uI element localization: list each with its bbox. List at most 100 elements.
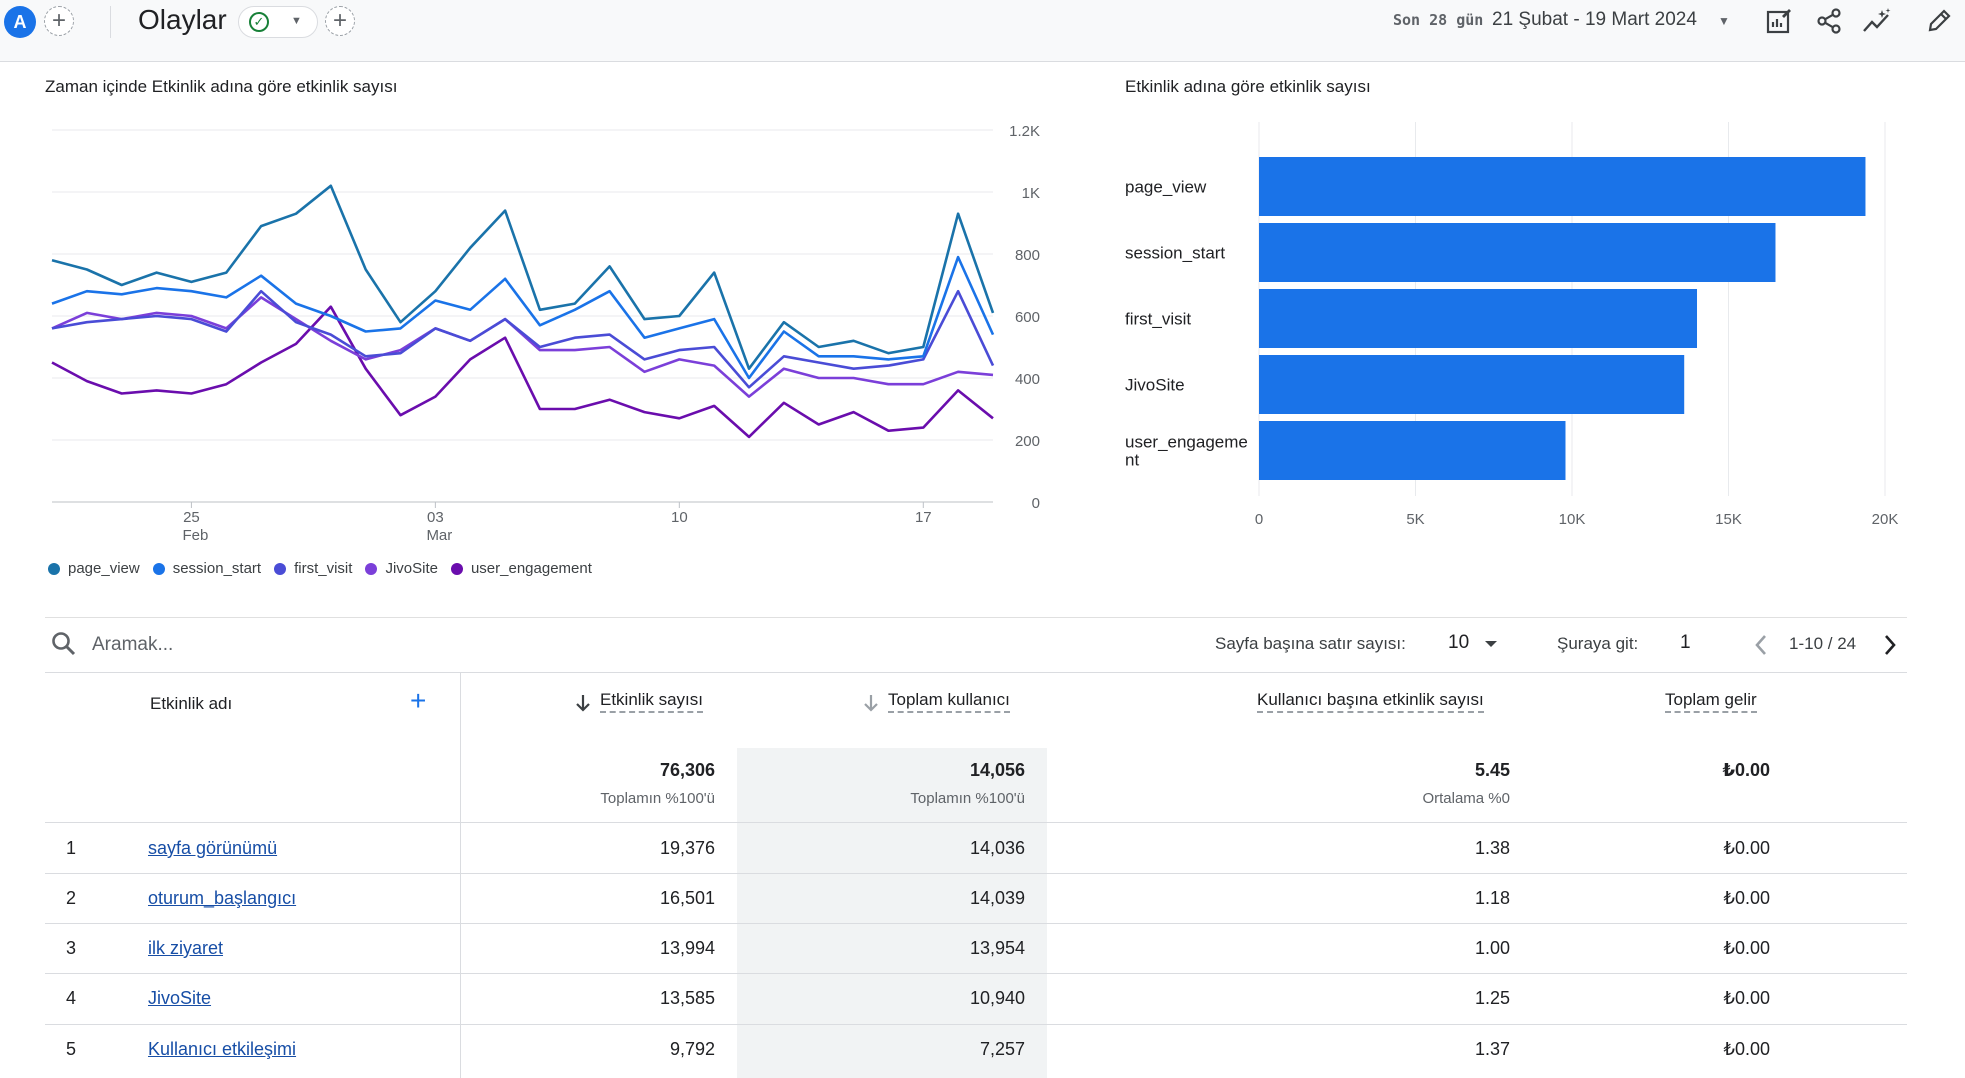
series-line-first-visit	[51, 289, 995, 389]
date-range-picker[interactable]: 21 Şubat - 19 Mart 2024	[1492, 9, 1697, 30]
legend-dot	[365, 562, 378, 575]
arrow-down-icon[interactable]	[863, 693, 879, 713]
series-line-page-view	[51, 184, 995, 370]
insights-button[interactable]	[1860, 4, 1894, 38]
event-count-cell: 9,792	[669, 1039, 715, 1059]
share-button[interactable]	[1812, 4, 1846, 38]
add-comparison-button[interactable]: +	[44, 6, 74, 36]
column-header-total-users[interactable]: Toplam kullanıcı	[888, 690, 1010, 713]
total-revenue-cell: ₺0.00	[1723, 838, 1771, 858]
legend-label: session_start	[172, 560, 262, 577]
column-header-label: Kullanıcı başına etkinlik sayısı	[1257, 690, 1484, 713]
arrow-down-icon[interactable]	[575, 693, 591, 713]
category-label: session_start	[1125, 244, 1225, 263]
edit-button[interactable]	[1922, 4, 1956, 38]
event-name-link[interactable]: JivoSite	[148, 988, 212, 1008]
series-line-session-start	[51, 255, 995, 380]
event-count-cell: 13,585	[659, 988, 715, 1008]
y-tick-label: 800	[1015, 247, 1040, 264]
total-revenue-cell: ₺0.00	[1723, 1039, 1771, 1059]
page-title: Olaylar	[138, 4, 227, 35]
column-header-label: Toplam kullanıcı	[888, 690, 1010, 713]
column-header-event-name: Etkinlik adı	[150, 694, 233, 713]
legend-item-user-engagement[interactable]: user_engagement	[450, 560, 592, 577]
plus-icon: +	[332, 7, 347, 34]
category-label: user_engageme	[1125, 433, 1248, 452]
check-circle-icon: ✓	[249, 12, 269, 32]
customize-report-button[interactable]	[1762, 4, 1796, 38]
x-tick-label: 10	[671, 509, 688, 526]
chevron-right-icon[interactable]	[1882, 633, 1898, 657]
legend-label: JivoSite	[385, 560, 438, 577]
events-per-user-cell: 1.00	[1474, 938, 1510, 958]
legend-dot	[450, 562, 463, 575]
y-tick-label: 1.2K	[1009, 123, 1040, 140]
row-divider	[45, 923, 1907, 924]
total-events-per-user-sub: Ortalama %0	[1422, 790, 1510, 807]
report-status-dropdown[interactable]: ✓ ▼	[238, 6, 318, 38]
column-header-label: Etkinlik sayısı	[600, 690, 703, 713]
total-users: 14,056	[969, 760, 1025, 780]
chevron-down-icon[interactable]: ▼	[1718, 14, 1730, 28]
row-index: 5	[66, 1039, 77, 1059]
search-input[interactable]	[92, 628, 492, 662]
goto-page-label: Şuraya git:	[1557, 634, 1639, 653]
x-tick-month-label: Mar	[426, 527, 452, 544]
y-tick-label: 600	[1015, 309, 1040, 326]
line-chart-title: Zaman içinde Etkinlik adına göre etkinli…	[45, 77, 398, 96]
row-divider	[45, 822, 1907, 823]
account-avatar[interactable]: A	[4, 6, 36, 38]
chevron-down-icon: ▼	[291, 15, 302, 27]
legend-label: page_view	[68, 560, 140, 577]
row-index: 1	[66, 838, 77, 858]
bar-jivosite	[1259, 355, 1685, 414]
y-tick-label: 200	[1015, 433, 1040, 450]
goto-page-input[interactable]: 1	[1680, 632, 1691, 653]
event-name-link[interactable]: Kullanıcı etkileşimi	[148, 1039, 297, 1059]
share-icon	[1817, 8, 1841, 34]
top-header: A + Olaylar ✓ ▼ + Son 28 gün 21 Şubat - …	[0, 0, 1965, 62]
y-tick-label: 1K	[1022, 185, 1040, 202]
add-dimension-button[interactable]: +	[410, 685, 427, 716]
x-tick-label: 15K	[1715, 511, 1742, 528]
line-chart-legend: page_view session_start first_visit Jivo…	[48, 560, 605, 577]
event-count-cell: 13,994	[659, 938, 715, 958]
row-divider	[45, 873, 1907, 874]
rows-per-page-select[interactable]: 10	[1448, 632, 1470, 653]
event-name-link[interactable]: sayfa görünümü	[148, 838, 278, 858]
events-per-user-cell: 1.18	[1474, 888, 1510, 908]
bar-chart-title: Etkinlik adına göre etkinlik sayısı	[1125, 77, 1371, 96]
event-count-cell: 16,501	[659, 888, 715, 908]
total-users-cell: 14,039	[969, 888, 1025, 908]
bar-page-view	[1259, 157, 1866, 216]
column-header-event-count[interactable]: Etkinlik sayısı	[600, 690, 703, 713]
legend-item-page-view[interactable]: page_view	[48, 560, 140, 577]
column-header-events-per-user[interactable]: Kullanıcı başına etkinlik sayısı	[1257, 690, 1484, 713]
total-users-sub: Toplamın %100'ü	[910, 790, 1025, 807]
legend-item-first-visit[interactable]: first_visit	[274, 560, 352, 577]
x-tick-label: 10K	[1559, 511, 1586, 528]
legend-item-session-start[interactable]: session_start	[152, 560, 262, 577]
total-revenue-cell: ₺0.00	[1723, 988, 1771, 1008]
bar-user-engagement	[1259, 421, 1566, 480]
header-divider	[110, 6, 111, 38]
total-events-per-user: 5.45	[1474, 760, 1510, 780]
legend-item-jivosite[interactable]: JivoSite	[365, 560, 438, 577]
legend-dot	[274, 562, 287, 575]
event-name-link[interactable]: ilk ziyaret	[148, 938, 224, 958]
bar-chart: 0 5K 10K 15K 20K page_view session_start first_…	[1125, 122, 1898, 528]
chevron-down-icon[interactable]	[1483, 638, 1499, 650]
event-name-link[interactable]: oturum_başlangıcı	[148, 888, 297, 908]
row-index: 3	[66, 938, 77, 958]
y-tick-label: 400	[1015, 371, 1040, 388]
chevron-left-icon[interactable]	[1753, 633, 1769, 657]
legend-dot	[48, 562, 60, 575]
total-event-count-sub: Toplamın %100'ü	[600, 790, 715, 807]
total-users-cell: 14,036	[969, 838, 1025, 858]
total-users-cell: 13,954	[969, 938, 1025, 958]
column-header-total-revenue[interactable]: Toplam gelir	[1665, 690, 1757, 713]
add-report-button[interactable]: +	[325, 6, 355, 36]
page-range: 1-10 / 24	[1789, 634, 1857, 653]
row-index: 4	[66, 988, 77, 1008]
